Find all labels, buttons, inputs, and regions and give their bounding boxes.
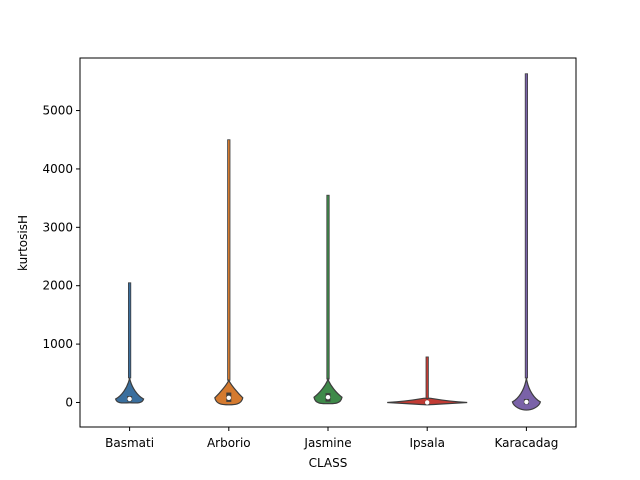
- violin-jasmine: [313, 194, 343, 405]
- violin-tail: [227, 139, 231, 381]
- y-tick-label: 4000: [42, 162, 73, 176]
- violin-body: [313, 377, 343, 405]
- x-tick-label: Arborio: [207, 436, 251, 450]
- violin-tail: [524, 73, 529, 379]
- x-axis-label: CLASS: [309, 456, 348, 470]
- x-tick-label: Ipsala: [409, 436, 444, 450]
- violin-median: [425, 400, 430, 405]
- y-tick-label: 1000: [42, 337, 73, 351]
- y-tick-label: 0: [65, 395, 73, 409]
- violin-tail: [326, 194, 330, 380]
- x-tick-label: Jasmine: [303, 436, 351, 450]
- axes: 0 1000 2000 3000 4000 5000 Basmati Arborio Jasmi…: [42, 57, 577, 450]
- violin-ipsala: [387, 356, 468, 406]
- plot-area: [114, 73, 542, 411]
- violin-arborio: [214, 139, 244, 406]
- violin-karacadag: [511, 73, 542, 411]
- violin-median: [226, 395, 231, 401]
- y-tick-label: 3000: [42, 220, 73, 234]
- violin-median: [127, 396, 132, 402]
- violin-median: [524, 399, 529, 405]
- violin-tail: [425, 356, 429, 400]
- y-tick-label: 2000: [42, 279, 73, 293]
- violin-body: [511, 377, 542, 411]
- violin-median: [325, 395, 331, 400]
- violin-body: [214, 378, 244, 406]
- x-tick-label: Karacadag: [494, 436, 558, 450]
- y-tick-label: 5000: [42, 104, 73, 118]
- violin-basmati: [114, 282, 145, 404]
- violin-body: [114, 377, 145, 404]
- violin-tail: [127, 282, 132, 379]
- y-axis-label: kurtosisH: [16, 215, 30, 271]
- x-tick-label: Basmati: [105, 436, 154, 450]
